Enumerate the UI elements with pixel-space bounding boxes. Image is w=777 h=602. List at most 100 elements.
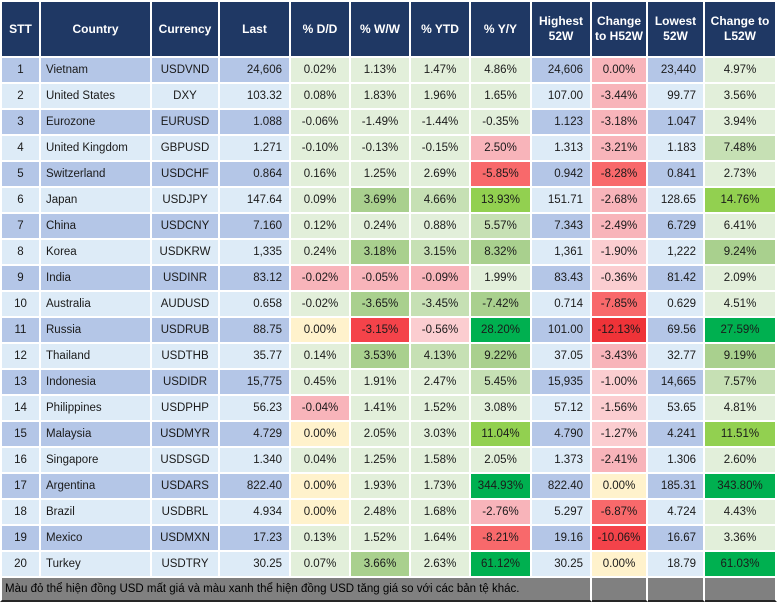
lowest-52w-cell: 4.724 — [648, 500, 705, 526]
yy-cell: 2.05% — [471, 448, 532, 474]
currency-cell: USDBRL — [152, 500, 220, 526]
ww-cell: 1.13% — [351, 58, 411, 84]
ytd-cell: 1.96% — [411, 84, 471, 110]
yy-cell: 1.65% — [471, 84, 532, 110]
lowest-52w-cell: 185.31 — [648, 474, 705, 500]
stt-cell: 2 — [0, 84, 41, 110]
currency-cell: USDMXN — [152, 526, 220, 552]
change-to-l52w-cell: 2.09% — [705, 266, 777, 292]
last-cell: 7.160 — [220, 214, 291, 240]
yy-cell: 2.50% — [471, 136, 532, 162]
stt-cell: 19 — [0, 526, 41, 552]
stt-cell: 13 — [0, 370, 41, 396]
last-cell: 1,335 — [220, 240, 291, 266]
lowest-52w-cell: 53.65 — [648, 396, 705, 422]
table-row: 20 Turkey USDTRY 30.25 0.07% 3.66% 2.63%… — [0, 552, 777, 578]
change-to-l52w-cell: 11.51% — [705, 422, 777, 448]
change-to-l52w-cell: 9.19% — [705, 344, 777, 370]
ytd-cell: 1.64% — [411, 526, 471, 552]
highest-52w-cell: 37.05 — [532, 344, 592, 370]
ytd-cell: -0.09% — [411, 266, 471, 292]
lowest-52w-cell: 0.841 — [648, 162, 705, 188]
currency-cell: USDIDR — [152, 370, 220, 396]
stt-cell: 6 — [0, 188, 41, 214]
highest-52w-cell: 4.790 — [532, 422, 592, 448]
lowest-52w-cell: 99.77 — [648, 84, 705, 110]
country-cell: Mexico — [41, 526, 152, 552]
table-row: 1 Vietnam USDVND 24,606 0.02% 1.13% 1.47… — [0, 58, 777, 84]
dd-cell: -0.06% — [291, 110, 351, 136]
yy-cell: 28.20% — [471, 318, 532, 344]
table-row: 13 Indonesia USDIDR 15,775 0.45% 1.91% 2… — [0, 370, 777, 396]
table-row: 10 Australia AUDUSD 0.658 -0.02% -3.65% … — [0, 292, 777, 318]
ytd-cell: 1.68% — [411, 500, 471, 526]
yy-cell: 8.32% — [471, 240, 532, 266]
ww-cell: 1.93% — [351, 474, 411, 500]
col-header-ww: % W/W — [351, 0, 411, 58]
footer-spacer-2 — [648, 578, 705, 602]
country-cell: Singapore — [41, 448, 152, 474]
col-header-yy: % Y/Y — [471, 0, 532, 58]
change-to-h52w-cell: 0.00% — [592, 58, 648, 84]
ytd-cell: 4.66% — [411, 188, 471, 214]
ww-cell: 3.53% — [351, 344, 411, 370]
currency-cell: USDCNY — [152, 214, 220, 240]
stt-cell: 18 — [0, 500, 41, 526]
change-to-h52w-cell: -1.90% — [592, 240, 648, 266]
ytd-cell: 1.73% — [411, 474, 471, 500]
yy-cell: 11.04% — [471, 422, 532, 448]
stt-cell: 3 — [0, 110, 41, 136]
table-body: 1 Vietnam USDVND 24,606 0.02% 1.13% 1.47… — [0, 58, 777, 578]
dd-cell: 0.09% — [291, 188, 351, 214]
table-row: 12 Thailand USDTHB 35.77 0.14% 3.53% 4.1… — [0, 344, 777, 370]
ww-cell: 3.66% — [351, 552, 411, 578]
country-cell: Vietnam — [41, 58, 152, 84]
currency-cell: USDPHP — [152, 396, 220, 422]
change-to-h52w-cell: -1.56% — [592, 396, 648, 422]
last-cell: 0.658 — [220, 292, 291, 318]
yy-cell: 4.86% — [471, 58, 532, 84]
footer-row: Màu đỏ thể hiện đồng USD mất giá và màu … — [0, 578, 777, 602]
dd-cell: 0.08% — [291, 84, 351, 110]
last-cell: 15,775 — [220, 370, 291, 396]
footer-spacer-1 — [592, 578, 648, 602]
ww-cell: 1.25% — [351, 162, 411, 188]
table-row: 16 Singapore USDSGD 1.340 0.04% 1.25% 1.… — [0, 448, 777, 474]
lowest-52w-cell: 0.629 — [648, 292, 705, 318]
change-to-h52w-cell: -8.28% — [592, 162, 648, 188]
highest-52w-cell: 5.297 — [532, 500, 592, 526]
ww-cell: 3.18% — [351, 240, 411, 266]
lowest-52w-cell: 16.67 — [648, 526, 705, 552]
stt-cell: 15 — [0, 422, 41, 448]
last-cell: 1.088 — [220, 110, 291, 136]
lowest-52w-cell: 81.42 — [648, 266, 705, 292]
yy-cell: 9.22% — [471, 344, 532, 370]
col-header-stt: STT — [0, 0, 41, 58]
country-cell: Malaysia — [41, 422, 152, 448]
ytd-cell: 2.63% — [411, 552, 471, 578]
col-header-country: Country — [41, 0, 152, 58]
dd-cell: 0.00% — [291, 474, 351, 500]
highest-52w-cell: 1.373 — [532, 448, 592, 474]
last-cell: 4.729 — [220, 422, 291, 448]
lowest-52w-cell: 14,665 — [648, 370, 705, 396]
change-to-l52w-cell: 343.80% — [705, 474, 777, 500]
yy-cell: -0.35% — [471, 110, 532, 136]
table-row: 3 Eurozone EURUSD 1.088 -0.06% -1.49% -1… — [0, 110, 777, 136]
change-to-h52w-cell: -10.06% — [592, 526, 648, 552]
country-cell: Russia — [41, 318, 152, 344]
stt-cell: 12 — [0, 344, 41, 370]
country-cell: Thailand — [41, 344, 152, 370]
change-to-l52w-cell: 3.94% — [705, 110, 777, 136]
lowest-52w-cell: 4.241 — [648, 422, 705, 448]
change-to-l52w-cell: 7.48% — [705, 136, 777, 162]
change-to-l52w-cell: 4.81% — [705, 396, 777, 422]
table-row: 7 China USDCNY 7.160 0.12% 0.24% 0.88% 5… — [0, 214, 777, 240]
dd-cell: 0.16% — [291, 162, 351, 188]
change-to-h52w-cell: 0.00% — [592, 474, 648, 500]
change-to-h52w-cell: -1.00% — [592, 370, 648, 396]
ww-cell: 1.52% — [351, 526, 411, 552]
dd-cell: -0.04% — [291, 396, 351, 422]
lowest-52w-cell: 32.77 — [648, 344, 705, 370]
change-to-h52w-cell: -1.27% — [592, 422, 648, 448]
